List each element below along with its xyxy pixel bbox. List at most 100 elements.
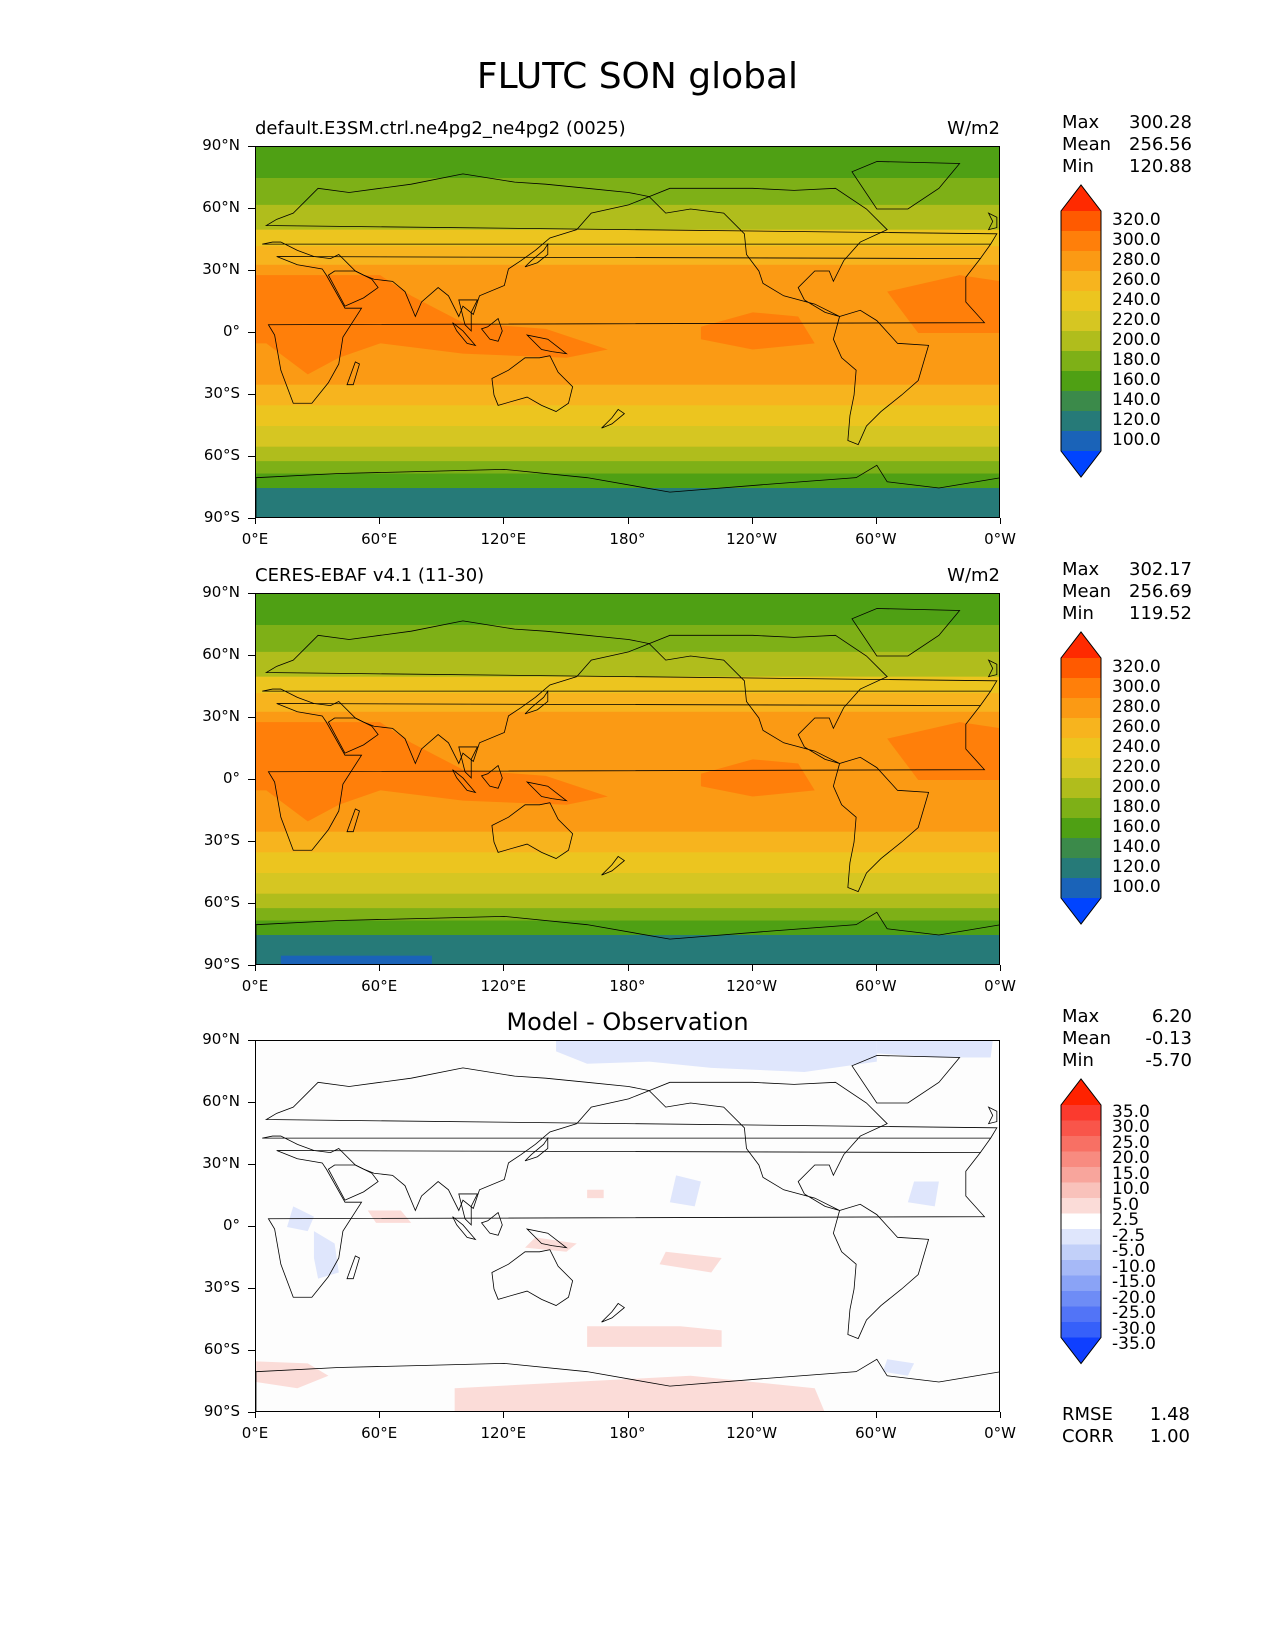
colorbar-segment bbox=[1061, 1306, 1101, 1323]
longitude-tick-label: 0°W bbox=[984, 530, 1016, 548]
colorbar-segment bbox=[1061, 271, 1101, 292]
longitude-tick-mark bbox=[875, 518, 877, 524]
latitude-tick-mark bbox=[248, 208, 255, 209]
colorbar-tick-label: -15.0 bbox=[1112, 1272, 1156, 1293]
stats-row: Min -5.70 bbox=[1062, 1050, 1192, 1072]
longitude-tick-label: 0°W bbox=[984, 977, 1016, 995]
colorbar-tick-label: -35.0 bbox=[1112, 1334, 1156, 1355]
longitude-tick-label: 60°E bbox=[361, 977, 398, 995]
contour-region bbox=[256, 275, 608, 375]
stats-box: Max 300.28 Mean 256.56 Min 120.88 bbox=[1062, 112, 1192, 178]
colorbar-segment bbox=[1061, 1198, 1101, 1214]
longitude-tick-label: 60°W bbox=[855, 530, 897, 548]
longitude-tick-mark bbox=[1000, 518, 1001, 524]
coastline bbox=[458, 299, 479, 332]
latitude-tick-mark bbox=[248, 332, 255, 333]
stat-label: Max bbox=[1062, 559, 1100, 580]
metrics-row: CORR 1.00 bbox=[1062, 1426, 1190, 1448]
colorbar-segment bbox=[1061, 698, 1101, 719]
figure-title: FLUTC SON global bbox=[476, 56, 799, 97]
coastline bbox=[524, 689, 549, 715]
stats-row: Mean -0.13 bbox=[1062, 1028, 1192, 1050]
colorbar-tick-label: -2.5 bbox=[1112, 1225, 1146, 1246]
latitude-tick-label: 0° bbox=[222, 322, 240, 340]
colorbar-segment bbox=[1061, 778, 1101, 799]
latitude-tick-label: 30°S bbox=[203, 1278, 240, 1296]
latitude-tick-mark bbox=[248, 903, 255, 904]
colorbar-segment bbox=[1061, 391, 1101, 412]
contour-band bbox=[256, 852, 999, 874]
colorbar-extend-max bbox=[1061, 1079, 1101, 1105]
latitude-tick-mark bbox=[248, 1164, 255, 1165]
longitude-tick-mark bbox=[627, 965, 629, 971]
colorbar-segment bbox=[1061, 331, 1101, 352]
map-canvas bbox=[256, 147, 999, 517]
colorbar-tick-label: 260.0 bbox=[1112, 717, 1161, 737]
latitude-tick-label: 60°N bbox=[202, 198, 240, 216]
contour-band bbox=[256, 625, 999, 653]
coastline bbox=[987, 659, 998, 678]
longitude-tick-label: 120°W bbox=[726, 977, 778, 995]
contour-region bbox=[887, 722, 999, 780]
latitude-tick-mark bbox=[248, 655, 255, 656]
coastline bbox=[452, 1216, 477, 1241]
stat-value: 6.20 bbox=[1151, 1006, 1192, 1027]
contour-band bbox=[256, 831, 999, 853]
latitude-tick-label: 90°N bbox=[202, 136, 240, 154]
longitude-tick-label: 120°E bbox=[480, 977, 527, 995]
colorbar-tick-label: 35.0 bbox=[1112, 1101, 1150, 1122]
colorbar-tick-label: 20.0 bbox=[1112, 1148, 1150, 1169]
latitude-tick-label: 90°N bbox=[202, 1030, 240, 1048]
stat-label: Mean bbox=[1062, 134, 1112, 155]
longitude-tick-label: 0°E bbox=[241, 977, 269, 995]
colorbar-extend-max bbox=[1061, 185, 1101, 211]
contour-region bbox=[700, 312, 815, 350]
coastline bbox=[480, 764, 503, 789]
longitude-tick-mark bbox=[627, 1412, 629, 1418]
coastline bbox=[525, 781, 568, 802]
contour-region bbox=[256, 722, 608, 822]
latitude-tick-mark bbox=[248, 593, 255, 594]
colorbar-tick-label: 320.0 bbox=[1112, 210, 1161, 230]
units-label: W/m2 bbox=[947, 118, 1000, 139]
coastline bbox=[267, 703, 986, 851]
metric-value: 1.48 bbox=[1149, 1404, 1190, 1425]
colorbar-tick-label: 240.0 bbox=[1112, 290, 1161, 310]
panel-title: Model - Observation bbox=[506, 1008, 749, 1036]
stat-label: Mean bbox=[1062, 581, 1112, 602]
stats-row: Max 6.20 bbox=[1062, 1006, 1192, 1028]
latitude-tick-label: 30°N bbox=[202, 1154, 240, 1172]
metrics-row: RMSE 1.48 bbox=[1062, 1404, 1190, 1426]
stat-label: Min bbox=[1062, 1050, 1094, 1071]
stat-label: Min bbox=[1062, 603, 1094, 624]
colorbar-segment bbox=[1061, 1120, 1101, 1137]
coastline bbox=[648, 187, 888, 317]
contour-band bbox=[256, 229, 999, 247]
colorbar-tick-label: 140.0 bbox=[1112, 837, 1161, 857]
latitude-tick-label: 90°S bbox=[203, 1402, 240, 1420]
coastline bbox=[256, 1358, 999, 1411]
stat-value: -0.13 bbox=[1145, 1028, 1192, 1049]
stat-value: 256.56 bbox=[1129, 134, 1192, 155]
metric-value: 1.00 bbox=[1149, 1426, 1190, 1447]
contour-band bbox=[256, 893, 999, 909]
latitude-tick-label: 30°N bbox=[202, 707, 240, 725]
longitude-tick-label: 0°E bbox=[241, 1424, 269, 1442]
metric-label: CORR bbox=[1062, 1426, 1114, 1447]
colorbar-tick-label: 200.0 bbox=[1112, 777, 1161, 797]
anomaly-region bbox=[907, 1181, 939, 1207]
longitude-tick-mark bbox=[627, 518, 629, 524]
colorbar-tick-label: -25.0 bbox=[1112, 1303, 1156, 1324]
latitude-tick-mark bbox=[248, 146, 255, 147]
colorbar-tick-label: 5.0 bbox=[1112, 1194, 1140, 1215]
contour-band bbox=[256, 246, 999, 266]
longitude-tick-label: 0°W bbox=[984, 1424, 1016, 1442]
latitude-tick-mark bbox=[248, 717, 255, 718]
colorbar-tick-label: -20.0 bbox=[1112, 1287, 1156, 1308]
longitude-tick-label: 0°E bbox=[241, 530, 269, 548]
contour-band bbox=[256, 178, 999, 206]
colorbar-segment bbox=[1061, 231, 1101, 252]
colorbar-segment bbox=[1061, 838, 1101, 859]
longitude-tick-mark bbox=[379, 518, 381, 524]
colorbar-outline bbox=[1060, 184, 1102, 478]
